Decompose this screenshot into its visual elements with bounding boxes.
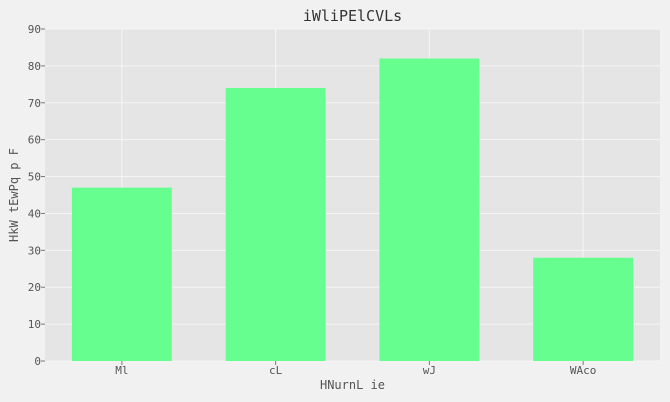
y-tick-label: 70 (28, 97, 41, 110)
x-tick-label: wJ (423, 364, 436, 377)
y-tick-label: 0 (34, 355, 41, 368)
bars (71, 58, 634, 362)
y-tick-label: 90 (28, 23, 41, 36)
x-tick-label: Ml (115, 364, 128, 377)
y-tick-label: 20 (28, 281, 41, 294)
chart-title: iWliPElCVLs (303, 7, 402, 25)
x-axis-ticks: Ml cL wJ WAco (115, 361, 596, 377)
y-axis-ticks: 0 10 20 30 40 50 60 70 80 90 (28, 23, 45, 368)
x-tick-label: cL (269, 364, 283, 377)
y-tick-label: 10 (28, 318, 41, 331)
bar-Ml (71, 187, 172, 361)
y-axis-label: HkW tEwPq p F (7, 148, 21, 242)
y-tick-label: 80 (28, 60, 41, 73)
x-tick-label: WAco (570, 364, 597, 377)
bar-wJ (379, 58, 480, 362)
y-tick-label: 30 (28, 244, 41, 257)
y-tick-label: 50 (28, 171, 41, 184)
bar-cL (225, 88, 326, 362)
y-tick-label: 40 (28, 207, 41, 220)
bar-WAco (533, 257, 634, 361)
y-tick-label: 60 (28, 134, 41, 147)
x-axis-label: HNurnL ie (320, 378, 385, 392)
